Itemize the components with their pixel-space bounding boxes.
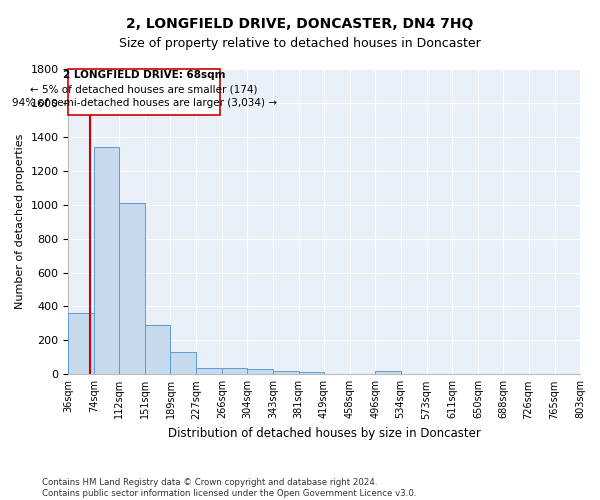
Bar	[145, 325, 170, 374]
Y-axis label: Number of detached properties: Number of detached properties	[15, 134, 25, 310]
Text: Size of property relative to detached houses in Doncaster: Size of property relative to detached ho…	[119, 38, 481, 51]
Bar	[299, 372, 324, 374]
Bar	[375, 371, 401, 374]
Text: 2 LONGFIELD DRIVE: 68sqm: 2 LONGFIELD DRIVE: 68sqm	[63, 70, 226, 81]
Text: Contains HM Land Registry data © Crown copyright and database right 2024.
Contai: Contains HM Land Registry data © Crown c…	[42, 478, 416, 498]
FancyBboxPatch shape	[68, 69, 220, 115]
Bar	[170, 352, 196, 374]
Bar	[222, 368, 247, 374]
Bar	[247, 369, 273, 374]
Bar	[196, 368, 222, 374]
Bar	[94, 147, 119, 374]
Bar	[119, 203, 145, 374]
Text: ← 5% of detached houses are smaller (174): ← 5% of detached houses are smaller (174…	[31, 84, 258, 94]
Text: 2, LONGFIELD DRIVE, DONCASTER, DN4 7HQ: 2, LONGFIELD DRIVE, DONCASTER, DN4 7HQ	[127, 18, 473, 32]
X-axis label: Distribution of detached houses by size in Doncaster: Distribution of detached houses by size …	[168, 427, 481, 440]
Bar	[273, 371, 299, 374]
Bar	[68, 313, 94, 374]
Text: 94% of semi-detached houses are larger (3,034) →: 94% of semi-detached houses are larger (…	[11, 98, 277, 108]
